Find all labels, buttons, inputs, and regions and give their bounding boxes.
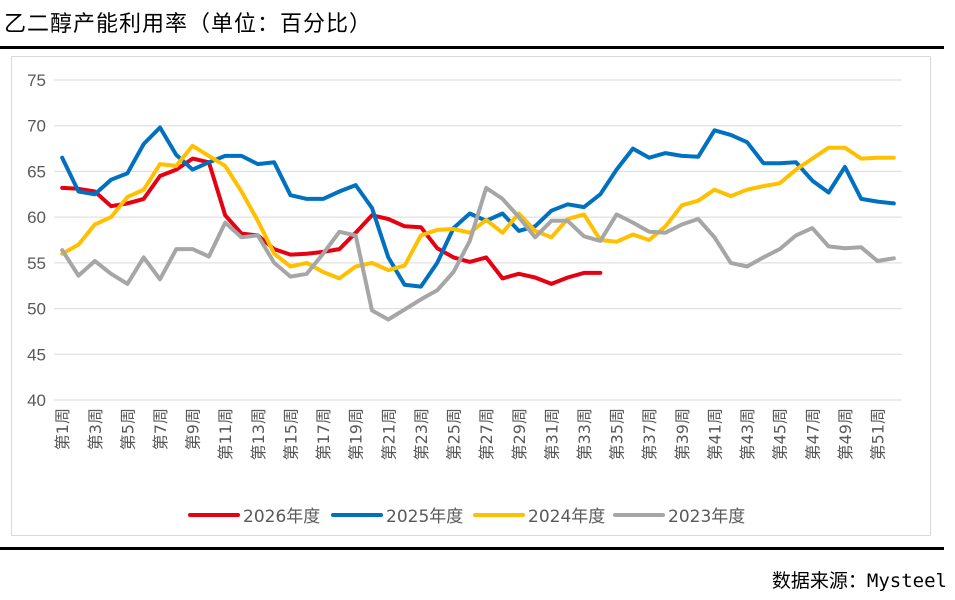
x-tick-label: 第25周 [445,408,464,460]
x-tick-label: 第29周 [510,408,529,460]
x-tick-label: 第37周 [640,408,659,460]
y-tick-label: 55 [27,254,46,273]
y-tick-label: 65 [27,162,46,181]
x-tick-label: 第17周 [314,408,333,460]
y-tick-label: 50 [27,300,46,319]
x-tick-label: 第19周 [347,408,366,460]
chart-title: 乙二醇产能利用率（单位：百分比） [4,12,373,37]
x-tick-label: 第11周 [216,408,235,460]
bottom-rule [0,547,944,550]
x-tick-label: 第33周 [575,408,594,460]
top-rule [0,46,944,49]
legend-label: 2023年度 [668,507,745,527]
x-tick-label: 第41周 [705,408,724,460]
legend-label: 2025年度 [386,507,463,527]
series-line-3 [60,143,896,281]
x-tick-label: 第3周 [86,408,105,450]
x-tick-label: 第15周 [281,408,300,460]
y-tick-label: 60 [27,208,46,227]
x-tick-label: 第47周 [803,408,822,460]
x-tick-label: 第35周 [608,408,627,460]
x-tick-label: 第49周 [836,408,855,460]
x-tick-label: 第45周 [771,408,790,460]
x-tick-label: 第7周 [151,408,170,450]
chart-panel [11,56,931,536]
x-tick-label: 第27周 [477,408,496,460]
series-line-4 [60,185,896,322]
x-tick-label: 第39周 [673,408,692,460]
x-tick-label: 第9周 [184,408,203,450]
x-tick-label: 第51周 [869,408,888,460]
x-tick-label: 第31周 [542,408,561,460]
x-tick-label: 第13周 [249,408,268,460]
source-note: 数据来源：Mysteel [771,570,947,592]
y-tick-label: 75 [27,71,46,90]
y-tick-label: 40 [27,391,46,410]
x-tick-label: 第43周 [738,408,757,460]
x-tick-label: 第1周 [53,408,72,450]
x-tick-label: 第21周 [379,408,398,460]
legend-label: 2024年度 [528,507,605,527]
x-tick-label: 第23周 [412,408,431,460]
legend-label: 2026年度 [243,507,320,527]
x-tick-label: 第5周 [118,408,137,450]
y-tick-label: 70 [27,117,46,136]
series-line-1 [60,156,603,286]
y-tick-label: 45 [27,345,46,364]
